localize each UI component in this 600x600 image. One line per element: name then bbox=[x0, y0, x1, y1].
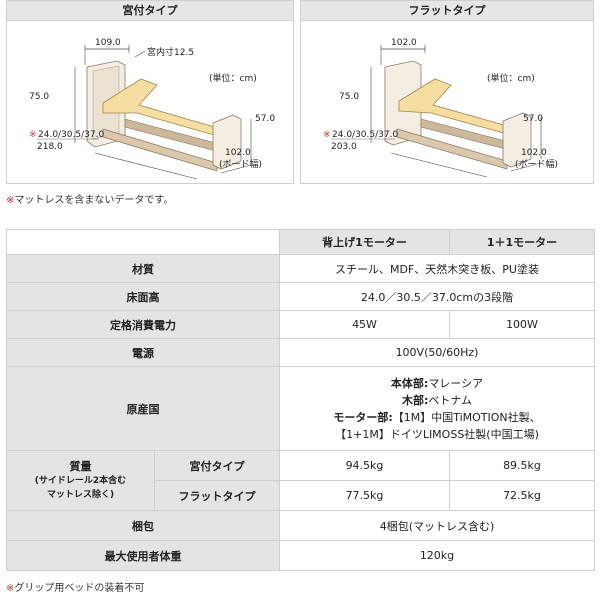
dim-floor: 24.0/30.5/37.0 bbox=[332, 130, 398, 140]
row-value-power-1plus1: 100W bbox=[449, 310, 595, 339]
dim-length: 203.0 bbox=[331, 142, 357, 152]
row-label-power: 定格消費電力 bbox=[6, 310, 280, 339]
dim-board-width: 102.0 bbox=[521, 148, 547, 158]
note-text: グリップ用ベッドの装着不可 bbox=[14, 583, 145, 594]
dim-unit: (単位：cm) bbox=[209, 72, 257, 84]
diagram-title: フラットタイプ bbox=[301, 1, 593, 21]
row-label-origin: 原産国 bbox=[6, 366, 280, 451]
row-value-max-weight: 120kg bbox=[279, 540, 595, 571]
bed-diagram-miyatsuki: 109.0 宮内寸12.5 (単位：cm) 75.0 57.0 ※ 24.0/3… bbox=[29, 38, 275, 180]
origin-line-wood: 木部:ベトナム bbox=[401, 393, 473, 407]
spec-table: 背上げ1モーター 1＋1モーター 材質 スチール、MDF、天然木突き板、PU塗装… bbox=[6, 229, 595, 571]
note-no-mattress: ※マットレスを含まないデータです。 bbox=[6, 191, 173, 206]
row-label-max-weight: 最大使用者体重 bbox=[6, 540, 280, 571]
note-mark: ※ bbox=[6, 195, 15, 206]
weight-miyatsuki-1motor: 94.5kg bbox=[279, 450, 450, 481]
note-mark: ※ bbox=[6, 583, 15, 594]
dim-floor: 24.0/30.5/37.0 bbox=[38, 130, 104, 140]
dim-height: 75.0 bbox=[29, 92, 49, 102]
origin-line-body: 本体部:マレーシア bbox=[390, 376, 484, 390]
row-value-origin: 本体部:マレーシア 木部:ベトナム モーター部:【1M】中国TiMOTION社製… bbox=[279, 366, 595, 451]
diagram-panel-miyatsuki: 宮付タイプ 109.0 宮内寸12.5 (単位：cm) 75.0 57.0 ※ … bbox=[6, 0, 294, 184]
diagram-panel-flat: フラットタイプ 102.0 (単位：cm) 75.0 57.0 ※ 24.0/3… bbox=[300, 0, 594, 184]
origin-line-motor: モーター部:【1M】中国TiMOTION社製、 bbox=[333, 410, 541, 424]
col-header-1motor: 背上げ1モーター bbox=[279, 229, 450, 255]
dim-board-label: (ボード幅) bbox=[219, 158, 262, 170]
weight-flat-1motor: 77.5kg bbox=[279, 480, 450, 511]
row-value-material: スチール、MDF、天然木突き板、PU塗装 bbox=[279, 254, 595, 283]
dim-top-width: 109.0 bbox=[95, 38, 121, 48]
weight-type-miyatsuki: 宮付タイプ bbox=[154, 450, 280, 481]
col-header-1plus1motor: 1＋1モーター bbox=[449, 229, 595, 255]
dim-end-height: 57.0 bbox=[523, 114, 543, 124]
row-label-packing: 梱包 bbox=[6, 510, 280, 541]
row-label-source: 電源 bbox=[6, 338, 280, 367]
bed-diagram-flat: 102.0 (単位：cm) 75.0 57.0 ※ 24.0/30.5/37.0… bbox=[323, 38, 558, 178]
dim-length: 218.0 bbox=[37, 142, 63, 152]
row-value-power-1motor: 45W bbox=[279, 310, 450, 339]
dim-height: 75.0 bbox=[339, 92, 359, 102]
row-value-packing: 4梱包(マットレス含む) bbox=[279, 510, 595, 541]
dim-board-label: (ボード幅) bbox=[515, 158, 558, 170]
dim-board-width: 102.0 bbox=[225, 148, 251, 158]
row-value-floor-height: 24.0／30.5／37.0cmの3段階 bbox=[279, 282, 595, 311]
table-corner bbox=[6, 229, 280, 255]
origin-line-motor-2: 【1+1M】ドイツLIMOSS社製(中国工場) bbox=[335, 427, 539, 441]
row-label-floor-height: 床面高 bbox=[6, 282, 280, 311]
dim-unit: (単位：cm) bbox=[487, 72, 535, 84]
weight-miyatsuki-1plus1: 89.5kg bbox=[449, 450, 595, 481]
note-text: マットレスを含まないデータです。 bbox=[14, 195, 174, 206]
weight-type-flat: フラットタイプ bbox=[154, 480, 280, 511]
row-label-weight: 質量 (サイドレール2本含む マットレス除く) bbox=[6, 450, 155, 511]
dim-top-width: 102.0 bbox=[391, 38, 417, 48]
row-label-material: 材質 bbox=[6, 254, 280, 283]
dim-end-height: 57.0 bbox=[255, 114, 275, 124]
note-grip: ※グリップ用ベッドの装着不可 bbox=[6, 579, 144, 594]
weight-flat-1plus1: 72.5kg bbox=[449, 480, 595, 511]
diagram-title: 宮付タイプ bbox=[7, 1, 293, 21]
dim-floor-mark: ※ bbox=[323, 130, 331, 140]
dim-floor-mark: ※ bbox=[29, 130, 37, 140]
dim-inner: 宮内寸12.5 bbox=[147, 46, 194, 58]
row-value-source: 100V(50/60Hz) bbox=[279, 338, 595, 367]
